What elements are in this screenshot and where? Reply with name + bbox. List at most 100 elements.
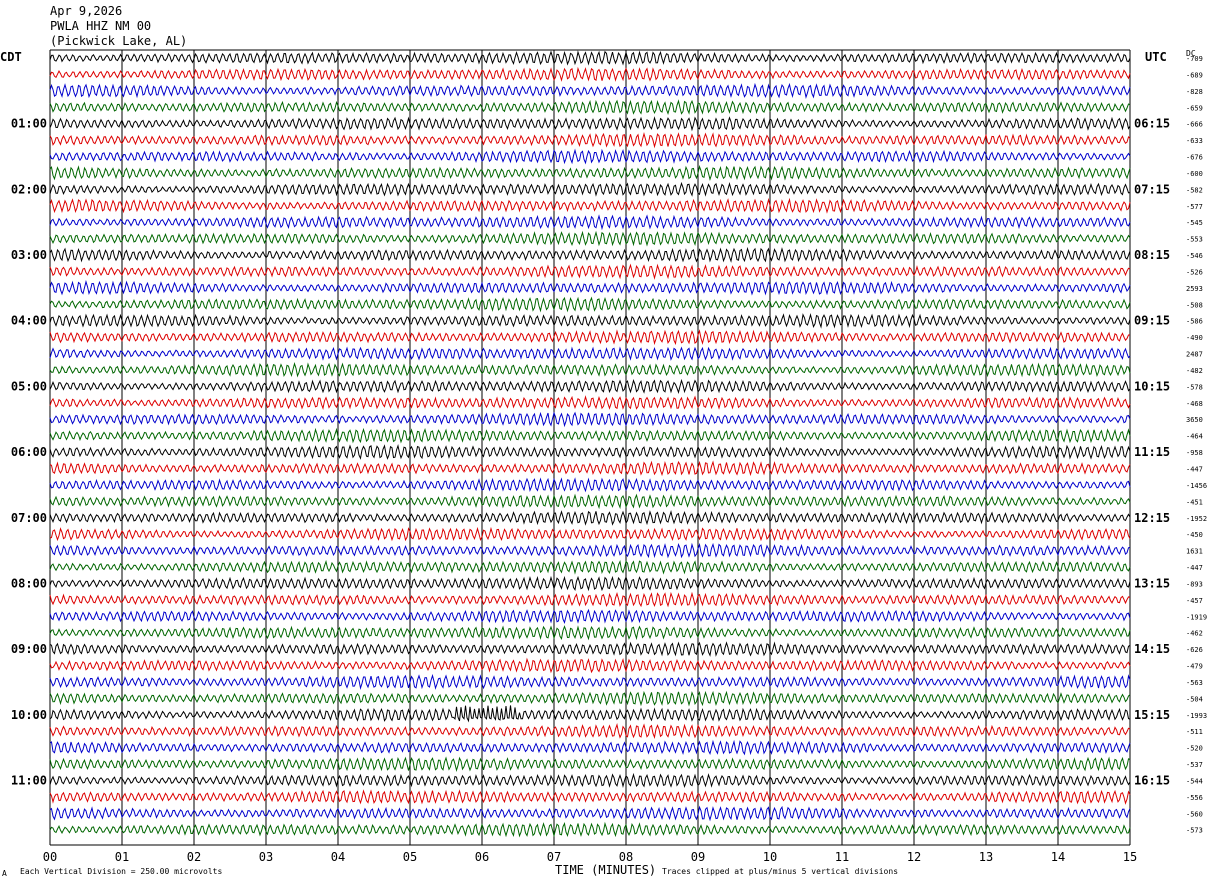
station-code: PWLA HHZ NM 00 (50, 19, 152, 33)
right-hour-label: 08:15 (1134, 248, 1170, 262)
seismic-trace (49, 443, 1131, 460)
trace-offset-label: -490 (1186, 334, 1203, 342)
seismic-trace (49, 705, 1131, 723)
x-tick-label: 07 (547, 850, 561, 864)
right-hour-label: 15:15 (1134, 708, 1170, 722)
trace-offset-label: -893 (1186, 580, 1203, 588)
trace-offset-label: -1952 (1186, 515, 1207, 523)
left-timezone-label: CDT (0, 50, 22, 64)
seismic-trace (49, 510, 1131, 526)
x-tick-label: 13 (979, 850, 993, 864)
right-timezone-label: UTC (1145, 50, 1167, 64)
seismic-trace (49, 132, 1131, 149)
left-hour-label: 10:00 (11, 708, 47, 722)
left-hour-label: 02:00 (11, 182, 47, 196)
dc-offset-header: DC (1186, 49, 1196, 58)
x-tick-label: 01 (115, 850, 129, 864)
x-tick-label: 08 (619, 850, 633, 864)
trace-offset-label: -546 (1186, 252, 1203, 260)
trace-offset-label: 3650 (1186, 416, 1203, 424)
left-hour-label: 03:00 (11, 248, 47, 262)
trace-offset-label: -508 (1186, 301, 1203, 309)
trace-offset-label: -447 (1186, 466, 1203, 474)
time-gridlines (49, 49, 1131, 846)
trace-offset-label: -545 (1186, 219, 1203, 227)
left-hour-label: 05:00 (11, 379, 47, 393)
x-tick-label: 09 (691, 850, 705, 864)
axis-labels: 00 01 02 03 04 05 06 07 08 09 10 11 12 13 14 15 -709 -689… (11, 55, 1207, 864)
seismic-trace (49, 50, 1131, 66)
seismic-trace (49, 641, 1131, 657)
seismic-trace (49, 395, 1131, 410)
trace-offset-label: -457 (1186, 597, 1203, 605)
trace-offset-label: -520 (1186, 745, 1203, 753)
x-tick-label: 10 (763, 850, 777, 864)
x-tick-label: 15 (1123, 850, 1137, 864)
trace-offset-label: 2487 (1186, 351, 1203, 359)
x-tick-label: 05 (403, 850, 417, 864)
trace-offset-label: -553 (1186, 236, 1203, 244)
x-tick-label: 14 (1051, 850, 1065, 864)
trace-offset-label: -1919 (1186, 613, 1207, 621)
trace-offset-label: -626 (1186, 646, 1203, 654)
trace-offset-label: -462 (1186, 630, 1203, 638)
trace-offset-label: -633 (1186, 137, 1203, 145)
seismic-trace (49, 116, 1131, 132)
trace-offset-label: -544 (1186, 777, 1203, 785)
seismic-trace (49, 772, 1131, 788)
trace-offset-label: -573 (1186, 827, 1203, 835)
trace-offset-label: -958 (1186, 449, 1203, 457)
trace-offset-label: 1631 (1186, 548, 1203, 556)
trace-offset-label: -689 (1186, 71, 1203, 79)
left-hour-label: 08:00 (11, 576, 47, 590)
trace-offset-label: -556 (1186, 794, 1203, 802)
trace-offset-label: 2593 (1186, 285, 1203, 293)
x-tick-label: 11 (835, 850, 849, 864)
trace-offset-label: -586 (1186, 318, 1203, 326)
trace-offset-label: -563 (1186, 679, 1203, 687)
seismic-trace (49, 411, 1131, 428)
seismic-trace (49, 559, 1131, 575)
x-tick-label: 04 (331, 850, 345, 864)
trace-offset-label: -537 (1186, 761, 1203, 769)
seismic-trace (49, 608, 1131, 625)
trace-offset-label: -479 (1186, 663, 1203, 671)
trace-offset-label: -450 (1186, 531, 1203, 539)
footer-mark: A (2, 869, 7, 878)
seismic-trace (49, 477, 1131, 493)
seismic-trace (49, 246, 1131, 263)
right-hour-label: 07:15 (1134, 182, 1170, 196)
trace-offset-label: -464 (1186, 433, 1203, 441)
left-hour-label: 09:00 (11, 642, 47, 656)
seismic-trace (49, 625, 1131, 641)
trace-offset-label: -578 (1186, 383, 1203, 391)
station-location: (Pickwick Lake, AL) (50, 34, 188, 48)
trace-offset-label: -582 (1186, 186, 1203, 194)
seismic-trace (49, 82, 1131, 99)
trace-offset-label: -482 (1186, 367, 1203, 375)
seismic-trace (49, 526, 1131, 542)
left-hour-label: 07:00 (11, 511, 47, 525)
seismic-trace (49, 279, 1131, 296)
trace-offset-label: -560 (1186, 810, 1203, 818)
left-hour-label: 01:00 (11, 117, 47, 131)
trace-offset-label: -504 (1186, 695, 1203, 703)
seismic-trace (49, 805, 1131, 822)
seismic-trace (49, 148, 1131, 165)
seismic-trace (49, 214, 1131, 231)
right-hour-label: 09:15 (1134, 314, 1170, 328)
seismic-trace (49, 756, 1131, 772)
plot-date: Apr 9,2026 (50, 4, 123, 18)
seismic-trace (49, 329, 1131, 346)
trace-offset-label: -447 (1186, 564, 1203, 572)
trace-offset-label: -659 (1186, 104, 1203, 112)
left-hour-label: 06:00 (11, 445, 47, 459)
seismic-trace (49, 427, 1131, 444)
seismic-trace (49, 313, 1131, 329)
seismic-trace (49, 493, 1131, 510)
seismic-trace (49, 362, 1131, 378)
seismic-trace (49, 378, 1131, 395)
trace-offset-label: -600 (1186, 170, 1203, 178)
seismic-trace (49, 181, 1131, 197)
seismic-trace (49, 296, 1131, 313)
